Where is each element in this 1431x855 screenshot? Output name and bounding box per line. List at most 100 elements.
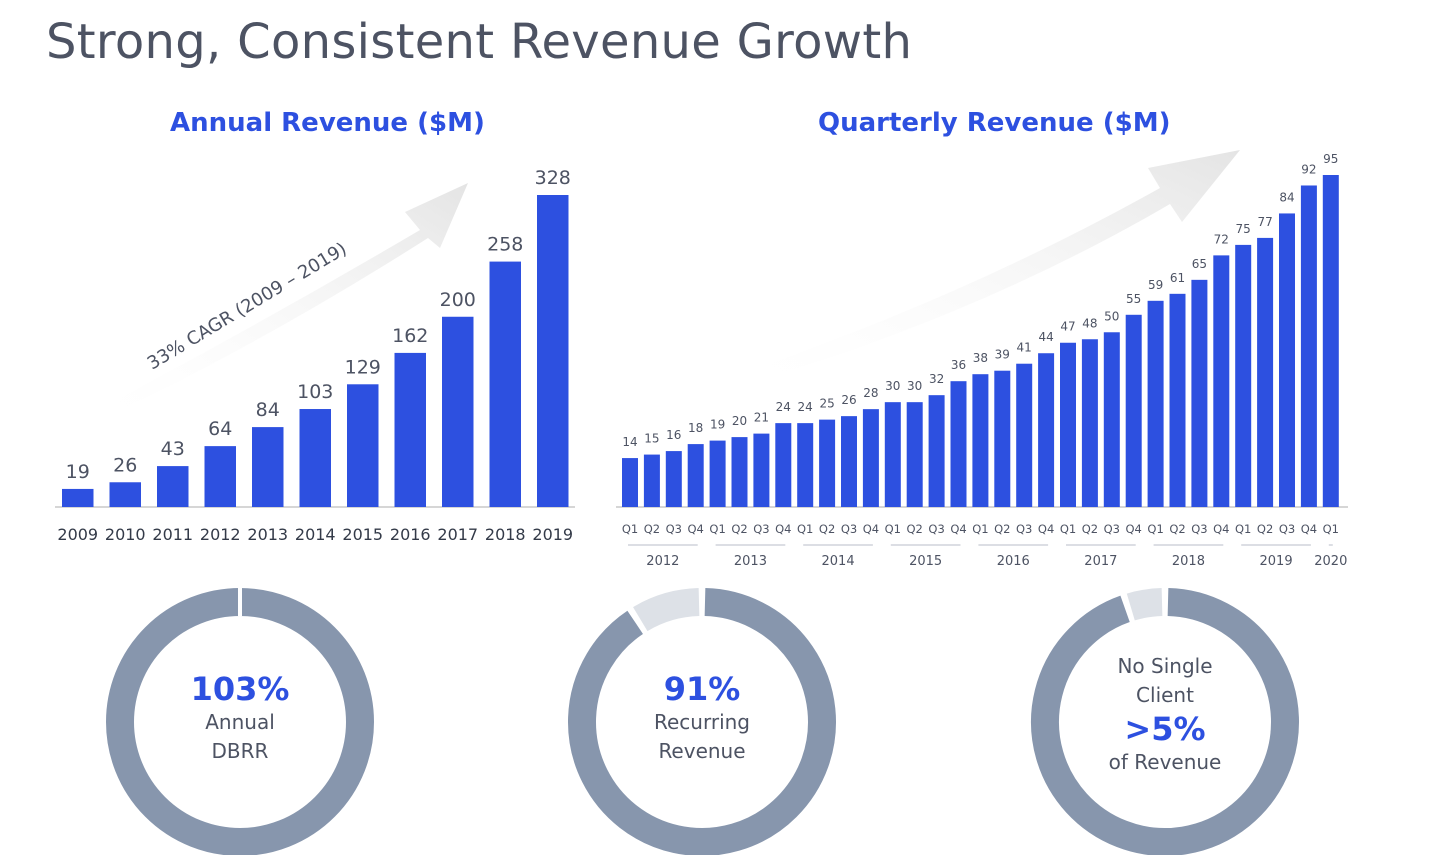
quarterly-bar	[709, 440, 726, 507]
metric-recurring-line2: Revenue	[658, 739, 746, 763]
annual-tick-label: 2012	[200, 525, 241, 544]
quarterly-bar-label: 16	[666, 428, 681, 442]
quarterly-bar-label: 61	[1170, 271, 1185, 285]
quarterly-bar	[884, 402, 901, 507]
quarterly-bar-label: 59	[1148, 278, 1163, 292]
quarterly-bar-label: 15	[644, 432, 659, 446]
metric-client-value: >5%	[1124, 710, 1206, 748]
quarterly-bar-label: 19	[710, 418, 725, 432]
annual-bar	[157, 466, 189, 507]
quarterly-tick-label: Q2	[907, 522, 923, 536]
annual-bar	[394, 352, 426, 507]
annual-bar-label: 162	[392, 325, 428, 347]
quarterly-bar-label: 65	[1192, 257, 1207, 271]
quarterly-tick-label: Q4	[1301, 522, 1317, 536]
quarterly-bar-label: 77	[1257, 215, 1272, 229]
quarterly-bar-label: 26	[841, 393, 856, 407]
metric-dbrr-line2: DBRR	[211, 739, 269, 763]
quarterly-bar-label: 47	[1060, 320, 1075, 334]
quarterly-bar	[1322, 175, 1339, 507]
quarterly-bar	[972, 374, 989, 507]
quarterly-bar	[906, 402, 923, 507]
quarterly-bar-label: 20	[732, 414, 747, 428]
quarterly-tick-label: Q3	[1104, 522, 1120, 536]
metric-recurring-value: 91%	[663, 670, 741, 708]
quarterly-bar	[1235, 244, 1252, 508]
quarterly-tick-label: Q2	[1257, 522, 1273, 536]
quarterly-bar	[1125, 314, 1142, 507]
quarterly-bar	[1016, 363, 1033, 507]
quarterly-tick-label: Q4	[863, 522, 879, 536]
cagr-annotation: 33% CAGR (2009 – 2019)	[144, 239, 351, 375]
year-group-label: 2014	[822, 554, 855, 569]
annual-bar	[347, 384, 379, 507]
annual-bar	[252, 427, 284, 507]
quarterly-bar	[1257, 237, 1274, 507]
annual-tick-label: 2009	[57, 525, 98, 544]
metric-client-pre1: No Single	[1117, 654, 1213, 678]
annual-bar-label: 64	[208, 418, 232, 440]
year-group-label: 2016	[997, 554, 1030, 569]
quarterly-bar-label: 39	[995, 348, 1010, 362]
year-group-label: 2012	[646, 554, 679, 569]
page-title: Strong, Consistent Revenue Growth	[46, 14, 913, 70]
quarterly-arrow-shape	[722, 150, 1240, 390]
quarterly-tick-label: Q4	[1213, 522, 1229, 536]
metric-dbrr: 103% Annual DBRR	[140, 670, 340, 766]
donut-remainder	[633, 588, 700, 632]
quarterly-bar-label: 25	[819, 397, 834, 411]
quarterly-bar	[1191, 279, 1208, 507]
quarterly-bar	[950, 381, 967, 507]
annual-tick-label: 2011	[152, 525, 193, 544]
quarterly-tick-label: Q1	[709, 522, 725, 536]
quarterly-bar	[1213, 255, 1230, 507]
quarterly-growth-arrow	[722, 150, 1240, 390]
quarterly-bar	[1081, 339, 1098, 507]
annual-bar	[442, 316, 474, 507]
quarterly-tick-label: Q3	[1191, 522, 1207, 536]
quarterly-bar-label: 84	[1279, 190, 1294, 204]
annual-bar-label: 103	[297, 381, 333, 403]
annual-bar-label: 26	[113, 454, 137, 476]
quarterly-tick-label: Q2	[1082, 522, 1098, 536]
annual-tick-label: 2013	[247, 525, 288, 544]
quarterly-bar	[994, 370, 1011, 507]
metric-client-line1: of Revenue	[1108, 750, 1222, 774]
quarterly-tick-label: Q1	[797, 522, 813, 536]
quarterly-bar-label: 28	[863, 386, 878, 400]
year-group-label: 2019	[1260, 554, 1293, 569]
annual-tick-label: 2017	[437, 525, 478, 544]
metric-dbrr-line1: Annual	[205, 710, 275, 734]
annual-tick-label: 2019	[532, 525, 573, 544]
quarterly-bar	[687, 444, 704, 507]
quarterly-bar-label: 38	[973, 351, 988, 365]
annual-tick-label: 2015	[342, 525, 383, 544]
quarterly-bar-label: 55	[1126, 292, 1141, 306]
quarterly-bar-label: 24	[776, 400, 791, 414]
quarterly-tick-label: Q4	[1126, 522, 1142, 536]
quarterly-bar	[643, 454, 660, 507]
quarterly-bar	[775, 423, 792, 507]
quarterly-tick-label: Q2	[994, 522, 1010, 536]
annual-bar	[537, 195, 569, 507]
quarterly-chart-title: Quarterly Revenue ($M)	[818, 108, 1171, 138]
quarterly-tick-label: Q4	[688, 522, 704, 536]
quarterly-bar-label: 92	[1301, 162, 1316, 176]
quarterly-tick-label: Q3	[841, 522, 857, 536]
metric-donuts	[106, 588, 1299, 855]
quarterly-tick-label: Q2	[731, 522, 747, 536]
quarterly-bar	[928, 395, 945, 507]
quarterly-tick-label: Q4	[775, 522, 791, 536]
annual-tick-label: 2018	[485, 525, 526, 544]
annual-bar	[489, 261, 521, 507]
year-group-label: 2018	[1172, 554, 1205, 569]
annual-arrow-shape	[82, 183, 468, 425]
annual-bar-label: 84	[256, 399, 280, 421]
quarterly-bar-label: 48	[1082, 316, 1097, 330]
quarterly-tick-label: Q3	[1016, 522, 1032, 536]
quarterly-bar-label: 72	[1214, 232, 1229, 246]
quarterly-bar	[819, 419, 836, 507]
quarterly-bar-label: 14	[622, 435, 637, 449]
year-group-label: 2017	[1084, 554, 1117, 569]
